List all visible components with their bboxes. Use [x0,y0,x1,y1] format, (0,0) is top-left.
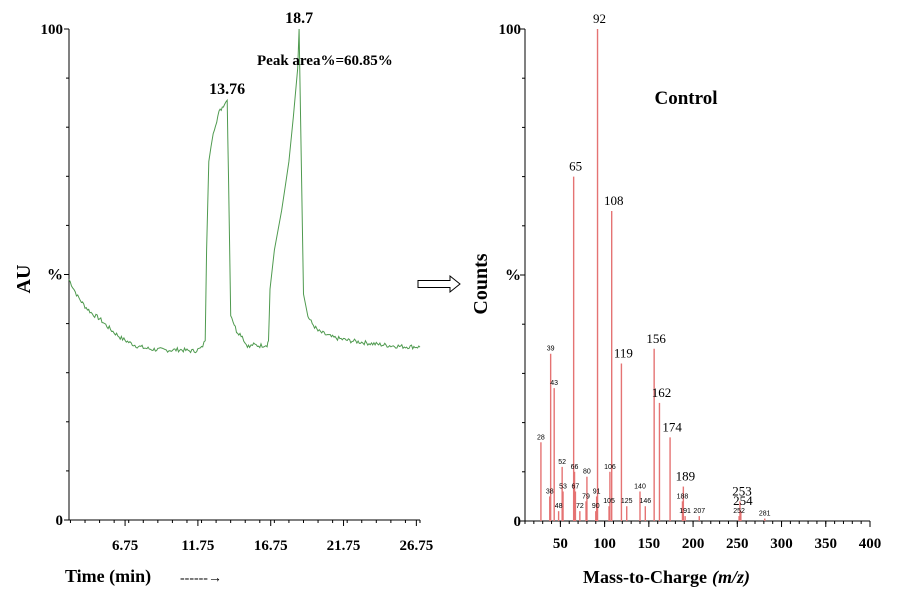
spectrum-peak-label: 254 [733,493,753,508]
spectrum-peak-label: 253 [732,483,752,498]
spectrum-peak-label: 48 [555,503,563,510]
spectrum-peak-label: 207 [693,508,705,515]
spectrum-peak-label: 38 [546,488,554,495]
spectrum-bars [540,29,766,521]
spectrum-x-tick-label: 100 [593,536,616,552]
chromatogram-x-tick-label: 6.75 [112,538,138,554]
spectrum-peak-label: 39 [547,346,555,353]
spectrum-peak-label: 72 [576,503,584,510]
spectrum-peak-label: 189 [676,469,696,484]
spectrum-ticks: 100% 0 50 100 150 200 250 300 350 400 [499,22,882,552]
mass-spectrum-chart: 100% 0 50 100 150 200 250 300 350 400 28 38 39 43 48 5… [470,11,881,588]
chromatogram-y-tick-label: 0 [56,513,64,529]
chromatogram-chart: 100%06.75 11.75 16.75 21.75 26.75 13.7618.7 … [13,10,433,587]
chromatogram-peak-label: 18.7 [285,10,313,27]
spectrum-y-tick-label: 0 [514,514,522,530]
spectrum-peak-label: 252 [733,508,745,515]
spectrum-y-axis-label: Counts [470,253,492,314]
spectrum-peak-label: 43 [550,380,558,387]
spectrum-x-tick-label: 50 [553,536,568,552]
spectrum-x-axis-label: Mass-to-Charge (m/z) [583,567,750,588]
spectrum-peak-label: 108 [604,193,624,208]
spectrum-peak-label: 174 [662,419,682,434]
spectrum-x-tick-label: 200 [682,536,705,552]
chromatogram-x-tick-label: 26.75 [399,538,433,554]
spectrum-peak-label: 66 [571,464,579,471]
chromatogram-ticks: 100% 0 6.75 11.75 16.75 21.75 26.75 [41,22,434,554]
spectrum-peak-label: 119 [614,346,633,361]
spectrum-peak-label: 281 [759,511,771,518]
spectrum-peak-label: 146 [639,498,651,505]
spectrum-peak-label: 106 [604,464,616,471]
spectrum-y-tick-label: % [505,267,521,284]
chromatogram-y-axis-label: AU [13,265,35,294]
spectrum-peak-label: 52 [558,459,566,466]
spectrum-peak-label: 92 [593,11,606,26]
spectrum-peak-label: 125 [621,498,633,505]
spectrum-peak-label: 188 [677,493,689,500]
spectrum-x-tick-label: 350 [815,536,838,552]
spectrum-x-tick-label: 400 [859,536,882,552]
spectrum-title: Control [655,88,718,109]
right-arrow-icon [417,274,461,294]
spectrum-peak-label: 91 [593,488,601,495]
spectrum-peak-label: 90 [592,503,600,510]
spectrum-peak-label: 191 [679,508,691,515]
chromatogram-x-tick-label: 11.75 [181,538,214,554]
spectrum-peak-label: 28 [537,434,545,441]
spectrum-peak-label: 65 [569,159,582,174]
spectrum-peak-label: 140 [634,483,646,490]
chromatogram-x-axis-label: Time (min) [65,566,151,587]
peak-area-annotation: Peak area%=60.85% [257,53,393,69]
spectrum-peak-label: 105 [603,498,615,505]
spectrum-peak-label: 156 [646,331,666,346]
spectrum-x-tick-label: 150 [638,536,661,552]
spectrum-peak-label: 80 [583,469,591,476]
spectrum-peak-label: 53 [559,483,567,490]
chromatogram-x-axis-arrow: ------→ [180,571,222,586]
spectrum-peak-label: 162 [652,385,672,400]
chromatogram-axes [68,29,420,521]
chromatogram-y-tick-label: 100 [41,22,64,38]
spectrum-x-tick-label: 300 [770,536,793,552]
spectrum-peak-label: 79 [582,493,590,500]
chromatogram-peak-label: 13.76 [209,81,245,98]
chromatogram-x-tick-label: 21.75 [327,538,361,554]
spectrum-peak-labels: 28 38 39 43 48 52 53 65 66 67 72 79 80 90 91 92 105 106 10… [537,11,771,518]
chromatogram-trace [68,28,421,354]
chromatogram-y-tick-label: % [47,267,63,284]
chromatogram-x-tick-label: 16.75 [254,538,288,554]
chromatogram-peak-labels: 13.76 18.7 [209,10,313,98]
spectrum-y-tick-label: 100 [499,22,522,38]
spectrum-x-tick-label: 250 [726,536,749,552]
spectrum-peak-label: 67 [572,483,580,490]
